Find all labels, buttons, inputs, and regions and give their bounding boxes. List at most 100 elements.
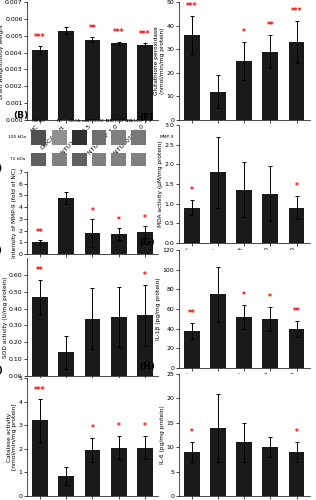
- Bar: [112, 153, 126, 166]
- Bar: [92, 153, 106, 166]
- Text: **: **: [88, 24, 96, 32]
- Bar: [111, 234, 126, 254]
- Text: *: *: [242, 28, 246, 38]
- Bar: [236, 190, 252, 243]
- Text: 100 kDa: 100 kDa: [8, 136, 26, 140]
- Bar: [263, 447, 278, 496]
- Bar: [289, 42, 304, 120]
- Text: *: *: [117, 422, 121, 431]
- Bar: [236, 317, 252, 368]
- Y-axis label: IL-6 (pg/mg protein): IL-6 (pg/mg protein): [160, 406, 165, 464]
- Bar: [263, 52, 278, 120]
- Text: Marker: Marker: [32, 118, 46, 122]
- Bar: [289, 452, 304, 496]
- Y-axis label: Glutathione peroxidase
(nmol/min/mg protein): Glutathione peroxidase (nmol/min/mg prot…: [154, 26, 165, 96]
- Bar: [131, 130, 146, 144]
- Text: MMP-9: MMP-9: [159, 136, 174, 140]
- Bar: [58, 352, 74, 376]
- Y-axis label: Intensity of MMP-9 (fold of NC): Intensity of MMP-9 (fold of NC): [12, 168, 17, 258]
- Bar: [92, 130, 106, 144]
- Text: **: **: [36, 266, 44, 275]
- Bar: [137, 448, 153, 496]
- Bar: [137, 316, 153, 376]
- Text: *: *: [190, 186, 194, 195]
- Y-axis label: Catalase activity
[nmol/min/mg protein]: Catalase activity [nmol/min/mg protein]: [7, 404, 17, 470]
- Bar: [85, 40, 100, 120]
- Text: *: *: [295, 428, 299, 438]
- Y-axis label: SOD activity (U/mg protein): SOD activity (U/mg protein): [3, 276, 8, 357]
- Bar: [32, 297, 48, 376]
- Text: *: *: [143, 272, 147, 280]
- Bar: [85, 233, 100, 254]
- Text: (H): (H): [139, 362, 155, 371]
- Bar: [52, 153, 67, 166]
- Bar: [111, 44, 126, 120]
- Text: NC: NC: [57, 118, 63, 122]
- Text: ***: ***: [139, 30, 151, 38]
- Bar: [210, 92, 226, 120]
- Text: *: *: [90, 424, 94, 434]
- Bar: [72, 130, 87, 144]
- Text: (G): (G): [139, 238, 155, 247]
- Bar: [289, 328, 304, 368]
- Bar: [112, 130, 126, 144]
- Text: **: **: [266, 22, 274, 30]
- Text: NTU101F 1.0: NTU101F 1.0: [106, 118, 132, 122]
- Text: ***: ***: [186, 2, 198, 12]
- Text: *: *: [190, 428, 194, 438]
- Bar: [289, 208, 304, 243]
- Bar: [184, 330, 199, 368]
- Bar: [184, 452, 199, 496]
- Bar: [210, 428, 226, 496]
- Bar: [58, 198, 74, 254]
- Text: *: *: [143, 422, 147, 431]
- Bar: [32, 420, 48, 496]
- Bar: [85, 318, 100, 376]
- Bar: [210, 294, 226, 368]
- Y-axis label: IL-1β (pg/mg protein): IL-1β (pg/mg protein): [156, 278, 161, 340]
- Bar: [184, 35, 199, 120]
- Bar: [263, 319, 278, 368]
- Text: **: **: [188, 309, 196, 318]
- Text: *: *: [295, 182, 299, 191]
- Y-axis label: Brain weight/body weight: Brain weight/body weight: [0, 24, 4, 99]
- Text: NTU101F 5.0: NTU101F 5.0: [125, 118, 151, 122]
- Bar: [236, 442, 252, 496]
- Text: *: *: [143, 214, 147, 222]
- Text: (B): (B): [14, 111, 29, 120]
- Bar: [52, 130, 67, 144]
- Bar: [131, 153, 146, 166]
- Text: ***: ***: [113, 28, 125, 37]
- Bar: [32, 50, 48, 120]
- Y-axis label: MDA activity (μM/mg protein): MDA activity (μM/mg protein): [158, 140, 163, 228]
- Bar: [58, 30, 74, 120]
- Text: NTU101F 0.5: NTU101F 0.5: [86, 118, 112, 122]
- Text: (F): (F): [139, 113, 154, 122]
- Bar: [137, 45, 153, 120]
- Text: (D): (D): [0, 366, 3, 375]
- Bar: [184, 208, 199, 243]
- Text: (C): (C): [0, 246, 3, 255]
- Text: ***: ***: [34, 32, 46, 42]
- Text: **: **: [36, 228, 44, 236]
- Bar: [236, 61, 252, 120]
- Text: *: *: [242, 292, 246, 300]
- Text: DOCA-salt: DOCA-salt: [69, 118, 90, 122]
- Bar: [263, 194, 278, 243]
- Bar: [111, 448, 126, 496]
- Bar: [85, 450, 100, 496]
- Text: *: *: [90, 206, 94, 216]
- Bar: [58, 476, 74, 496]
- Bar: [111, 317, 126, 376]
- Bar: [32, 153, 46, 166]
- Text: (B): (B): [0, 164, 3, 173]
- Bar: [32, 130, 46, 144]
- Text: ***: ***: [291, 7, 302, 16]
- Text: 72 kDa: 72 kDa: [10, 158, 26, 162]
- Bar: [32, 242, 48, 254]
- Text: ***: ***: [34, 386, 46, 394]
- Bar: [137, 232, 153, 254]
- Text: *: *: [268, 294, 272, 302]
- Bar: [210, 172, 226, 243]
- Bar: [72, 153, 87, 166]
